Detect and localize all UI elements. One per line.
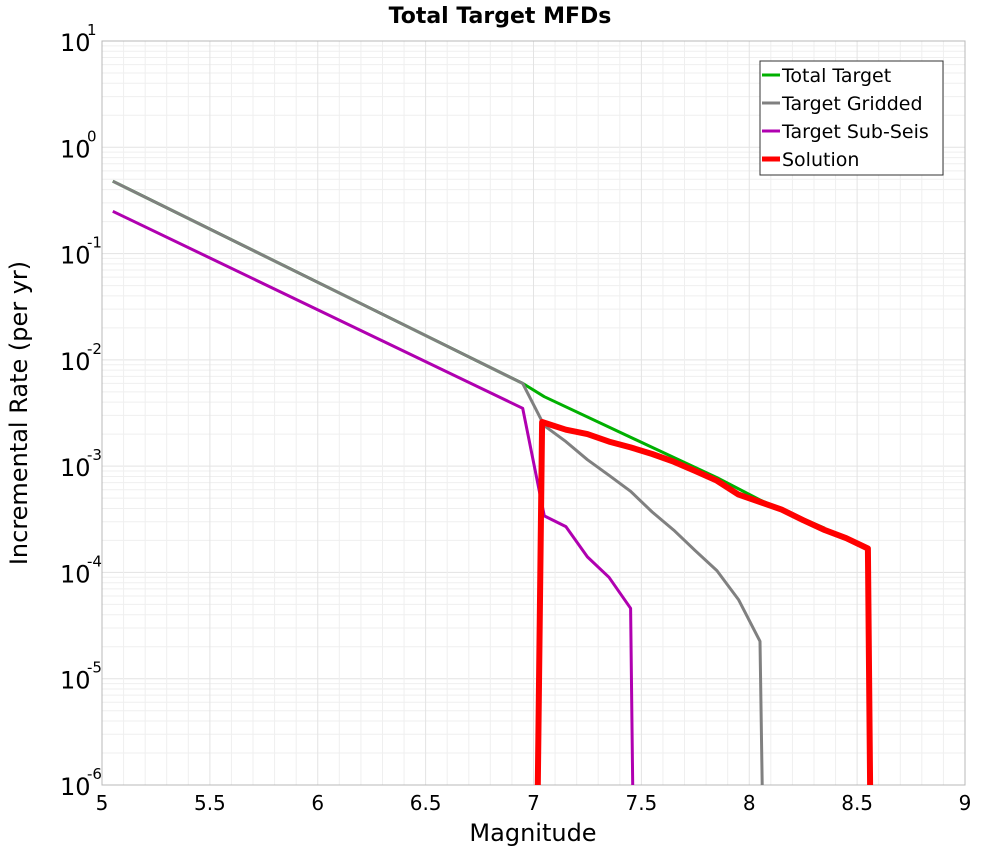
series-line-target-gridded: [112, 179, 764, 786]
y-tick-label: 10: [60, 560, 91, 588]
x-tick-label: 7: [527, 791, 540, 815]
legend: Total Target Target Gridded Target Sub-Sei…: [759, 60, 944, 176]
legend-entry: Total Target: [781, 65, 891, 87]
y-tick-label: 10: [60, 454, 91, 482]
legend-entry: Solution: [782, 149, 859, 171]
y-tick-label: 10: [60, 667, 91, 695]
x-tick-label: 8: [743, 791, 756, 815]
y-tick-exponent: -2: [87, 340, 102, 358]
chart-title: Total Target MFDs: [389, 4, 612, 29]
y-tick-exponent: -1: [87, 234, 102, 252]
x-tick-label: 6: [311, 791, 324, 815]
series-layer: [112, 179, 874, 786]
x-tick-label: 5: [96, 791, 109, 815]
y-tick-exponent: 0: [87, 127, 97, 145]
y-tick-exponent: 1: [87, 21, 97, 39]
y-tick-label: 10: [60, 242, 91, 270]
x-tick-label: 5.5: [194, 791, 226, 815]
legend-entry: Target Gridded: [781, 93, 923, 115]
y-tick-exponent: -4: [87, 552, 102, 570]
y-axis-label: Incremental Rate (per yr): [5, 261, 33, 565]
y-tick-label: 10: [60, 135, 91, 163]
y-tick-label: 10: [60, 348, 91, 376]
legend-box: [759, 60, 944, 176]
series-line-solution: [534, 419, 874, 786]
y-tick-exponent: -6: [87, 765, 102, 783]
plot-frame: [101, 40, 966, 786]
y-tick-label: 10: [60, 773, 91, 801]
y-tick-exponent: -5: [87, 659, 102, 677]
x-axis-label: Magnitude: [469, 819, 596, 847]
x-tick-label: 8.5: [841, 791, 873, 815]
x-axis-ticks: 5 5.5 6 6.5 7 7.5 8 8.5 9: [96, 791, 972, 815]
y-tick-label: 10: [60, 29, 91, 57]
x-tick-label: 9: [959, 791, 972, 815]
x-tick-label: 6.5: [410, 791, 442, 815]
x-tick-label: 7.5: [625, 791, 657, 815]
series-line-target-sub-seis: [112, 209, 635, 786]
y-tick-exponent: -3: [87, 446, 102, 464]
legend-entry: Target Sub-Seis: [781, 121, 929, 143]
